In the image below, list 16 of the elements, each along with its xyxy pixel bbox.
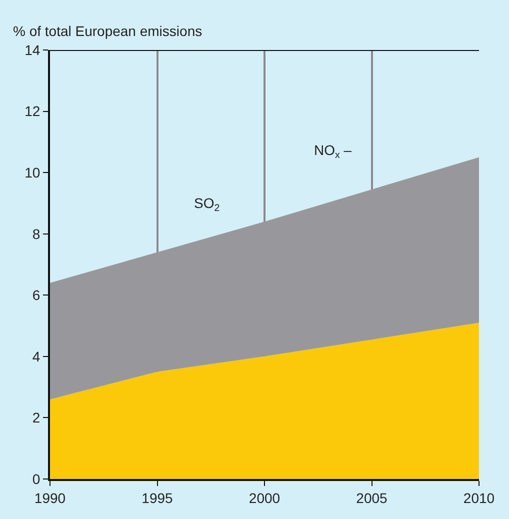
y-tick-label: 12 [24, 103, 40, 120]
annotation: SO$_{2}$ [194, 195, 220, 214]
annotation: NO$_{x}$ – [314, 142, 352, 161]
y-tick-label: 14 [24, 42, 40, 58]
y-tick-label: 10 [24, 164, 40, 180]
x-tick-label: 2005 [356, 490, 388, 506]
x-tick-label: 1995 [142, 490, 174, 506]
y-tick-label: 8 [32, 226, 40, 242]
x-tick-label: 1990 [34, 490, 66, 506]
x-tick-label: 2010 [463, 490, 495, 506]
y-tick-label: 2 [32, 410, 40, 426]
y-tick-label: 6 [32, 287, 40, 304]
x-tick-label: 2000 [248, 490, 280, 506]
y-tick-label: 4 [32, 348, 40, 364]
y-axis-title: % of total European emissions [13, 23, 202, 39]
y-tick-label: 0 [32, 470, 40, 487]
